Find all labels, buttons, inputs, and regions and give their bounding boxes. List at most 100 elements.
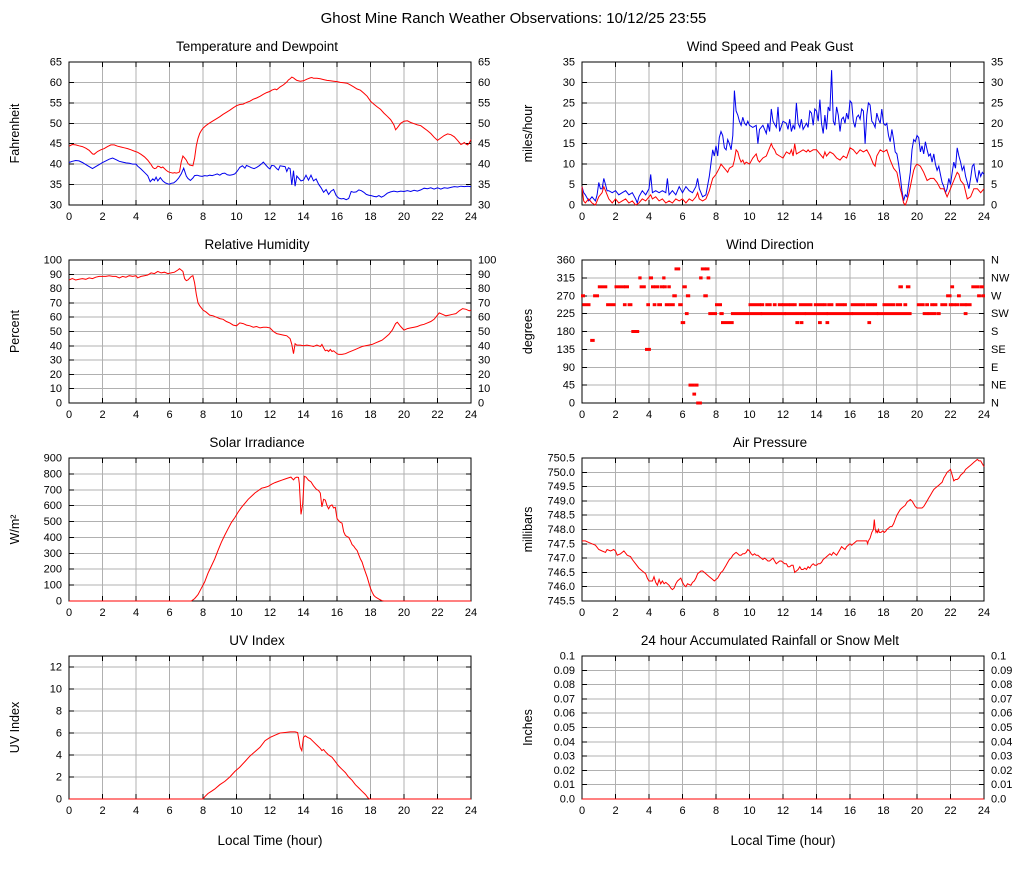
svg-text:50: 50 [49, 118, 61, 130]
svg-text:0: 0 [65, 211, 71, 223]
page-title: Ghost Mine Ranch Weather Observations: 1… [320, 10, 707, 27]
svg-text:12: 12 [263, 607, 275, 619]
svg-text:15: 15 [562, 138, 574, 150]
svg-text:8: 8 [712, 607, 718, 619]
svg-text:22: 22 [944, 805, 956, 817]
svg-text:24: 24 [464, 607, 476, 619]
svg-text:0.05: 0.05 [991, 722, 1012, 734]
svg-text:18: 18 [364, 211, 376, 223]
panel-rainfall: 24 hour Accumulated Rainfall or Snow Mel… [517, 629, 1023, 855]
svg-text:0: 0 [65, 607, 71, 619]
panel-wind-speed-gust: Wind Speed and Peak Gust 0 2 4 6 8 10 12 14 16 18… [517, 35, 1023, 233]
svg-text:10: 10 [743, 805, 755, 817]
svg-text:35: 35 [478, 179, 490, 191]
svg-text:0.06: 0.06 [991, 708, 1012, 720]
svg-text:45: 45 [478, 138, 490, 150]
svg-text:0.03: 0.03 [991, 751, 1012, 763]
svg-text:Inches: Inches [521, 709, 535, 746]
svg-text:6: 6 [55, 728, 61, 740]
svg-text:55: 55 [49, 97, 61, 109]
svg-text:14: 14 [297, 211, 309, 223]
svg-text:14: 14 [810, 211, 822, 223]
svg-text:30: 30 [478, 200, 490, 212]
chart-title-uv-index: UV Index [229, 633, 285, 648]
svg-text:60: 60 [49, 312, 61, 324]
svg-text:10: 10 [478, 383, 490, 395]
svg-text:2: 2 [55, 772, 61, 784]
svg-text:Local Time (hour): Local Time (hour) [730, 833, 835, 848]
chart-title-wind-direction: Wind Direction [726, 237, 814, 252]
svg-text:4: 4 [645, 607, 651, 619]
svg-text:90: 90 [49, 269, 61, 281]
svg-text:0.07: 0.07 [553, 693, 574, 705]
panel-uv-index: UV Index 0 2 4 6 8 10 12 14 16 18 20 22 24 0 2 4 6 8 10 12 U… [4, 629, 510, 855]
svg-text:18: 18 [877, 409, 889, 421]
svg-text:2: 2 [612, 607, 618, 619]
svg-text:30: 30 [562, 77, 574, 89]
svg-text:0.06: 0.06 [553, 708, 574, 720]
svg-text:Local Time (hour): Local Time (hour) [217, 833, 322, 848]
svg-text:6: 6 [679, 409, 685, 421]
svg-text:50: 50 [478, 118, 490, 130]
svg-text:100: 100 [43, 580, 61, 592]
svg-text:24: 24 [464, 409, 476, 421]
svg-text:14: 14 [297, 607, 309, 619]
svg-text:S: S [991, 326, 998, 338]
svg-text:E: E [991, 362, 998, 374]
svg-text:0: 0 [578, 607, 584, 619]
svg-text:2: 2 [99, 409, 105, 421]
svg-text:40: 40 [478, 159, 490, 171]
svg-text:40: 40 [478, 340, 490, 352]
svg-text:8: 8 [712, 805, 718, 817]
svg-text:20: 20 [49, 369, 61, 381]
svg-text:60: 60 [478, 77, 490, 89]
svg-text:0: 0 [578, 409, 584, 421]
svg-text:748.0: 748.0 [547, 524, 575, 536]
svg-text:35: 35 [49, 179, 61, 191]
svg-text:15: 15 [991, 138, 1003, 150]
svg-text:4: 4 [132, 607, 138, 619]
svg-text:millibars: millibars [521, 507, 535, 553]
wind-direction-chart: 0 2 4 6 8 10 12 14 16 18 20 22 240459013518022527031… [521, 255, 1010, 421]
svg-text:750.5: 750.5 [547, 453, 575, 465]
svg-text:6: 6 [679, 211, 685, 223]
svg-text:0: 0 [65, 409, 71, 421]
svg-text:0.01: 0.01 [553, 779, 574, 791]
svg-text:24: 24 [977, 409, 989, 421]
svg-text:14: 14 [297, 805, 309, 817]
svg-text:80: 80 [478, 283, 490, 295]
chart-title-relative-humidity: Relative Humidity [204, 237, 310, 252]
svg-text:Fahrenheit: Fahrenheit [8, 103, 22, 163]
svg-text:6: 6 [679, 805, 685, 817]
svg-text:100: 100 [478, 255, 496, 267]
svg-text:0: 0 [578, 211, 584, 223]
charts-grid: Temperature and Dewpoint 0 2 4 6 8 10 12 14 16 18… [0, 35, 1027, 855]
svg-text:SW: SW [991, 308, 1009, 320]
svg-text:16: 16 [330, 607, 342, 619]
svg-text:80: 80 [49, 283, 61, 295]
svg-text:14: 14 [810, 805, 822, 817]
svg-text:N: N [991, 255, 999, 267]
svg-text:14: 14 [810, 409, 822, 421]
svg-text:748.5: 748.5 [547, 510, 575, 522]
svg-text:20: 20 [910, 805, 922, 817]
svg-text:270: 270 [556, 290, 574, 302]
svg-text:18: 18 [877, 607, 889, 619]
svg-text:45: 45 [49, 138, 61, 150]
svg-text:18: 18 [364, 607, 376, 619]
svg-text:600: 600 [43, 500, 61, 512]
svg-text:0.09: 0.09 [553, 665, 574, 677]
svg-text:24: 24 [464, 805, 476, 817]
svg-text:55: 55 [478, 97, 490, 109]
svg-text:10: 10 [562, 159, 574, 171]
chart-title-wind-speed-gust: Wind Speed and Peak Gust [686, 39, 854, 54]
air-pressure-chart: 0 2 4 6 8 10 12 14 16 18 20 22 24745.5746.0746.5747.… [521, 453, 990, 619]
svg-text:0.1: 0.1 [559, 651, 574, 663]
rainfall-chart: 0 2 4 6 8 10 12 14 16 18 20 22 240.00.010.020.030.04… [521, 651, 1012, 848]
svg-text:0: 0 [578, 805, 584, 817]
svg-text:20: 20 [397, 409, 409, 421]
svg-text:90: 90 [478, 269, 490, 281]
svg-text:20: 20 [397, 805, 409, 817]
svg-text:4: 4 [132, 805, 138, 817]
svg-text:10: 10 [49, 684, 61, 696]
